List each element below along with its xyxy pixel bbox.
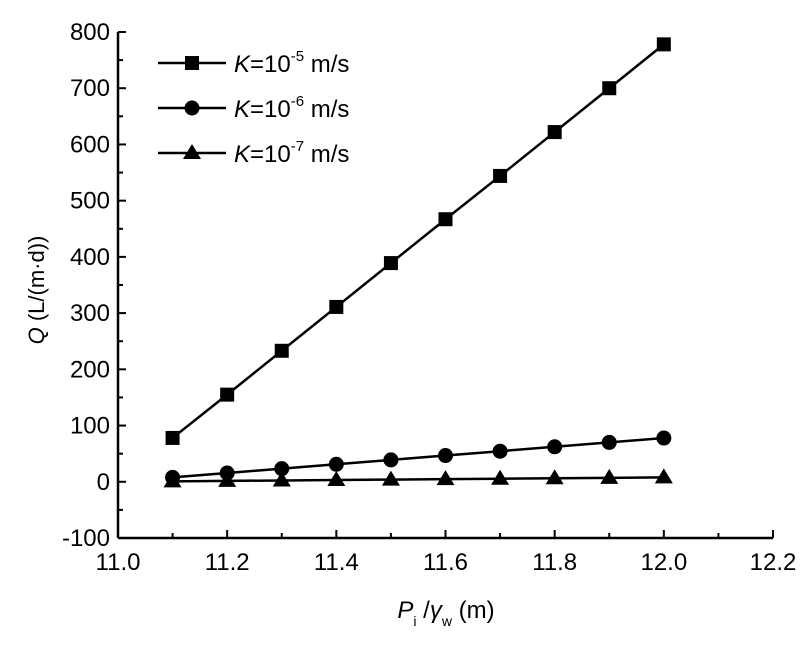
data-point-square: [656, 37, 671, 52]
series-line: [172, 476, 664, 483]
data-point-circle: [492, 443, 508, 459]
y-axis-label: Q (L/(m·d)): [24, 236, 49, 345]
y-tick-label: 200: [70, 356, 110, 383]
legend-item: K=10-6 m/s: [158, 93, 349, 123]
data-point-triangle: [381, 470, 400, 486]
data-point-circle: [601, 434, 617, 450]
legend-label: K=10-7 m/s: [234, 138, 349, 168]
data-point-square: [383, 256, 398, 271]
x-tick-label: 12.0: [640, 549, 687, 576]
data-point-circle: [547, 439, 563, 455]
y-tick-label: -100: [62, 525, 110, 552]
data-point-triangle: [545, 469, 564, 485]
x-axis-label: Pi /γw (m): [397, 597, 494, 629]
x-tick-label: 11.6: [423, 549, 468, 576]
data-point-circle: [438, 448, 453, 464]
data-point-triangle: [654, 468, 673, 484]
data-point-circle: [274, 461, 290, 477]
y-tick-label: 0: [97, 469, 110, 496]
data-point-square: [274, 343, 289, 358]
data-point-triangle: [218, 471, 237, 487]
series-square: [165, 37, 671, 445]
data-point-circle: [656, 430, 672, 446]
data-point-square: [493, 168, 508, 183]
series-triangle: [163, 468, 673, 488]
y-tick-label: 300: [70, 300, 110, 327]
axes: 11.0 11.2 11.4 11.6 11.8 12.0 12.2 -100 0 100 200 3…: [62, 19, 796, 576]
x-tick-label: 12.2: [750, 549, 797, 576]
x-tick-label: 11.0: [96, 549, 141, 576]
data-point-triangle: [163, 472, 182, 488]
series-line: [172, 436, 664, 479]
data-point-circle: [383, 452, 399, 468]
legend-label: K=10-6 m/s: [234, 93, 349, 123]
data-point-square: [329, 299, 344, 314]
data-point-triangle: [491, 469, 510, 485]
legend-item: K=10-7 m/s: [158, 138, 349, 168]
y-tick-label: 400: [70, 244, 110, 271]
data-point-triangle: [272, 471, 291, 487]
y-tick-label: 100: [70, 413, 110, 440]
data-point-triangle: [436, 470, 455, 486]
legend: K=10-5 m/s K=10-6 m/s K=10-7 m/s: [158, 48, 349, 168]
y-tick-label: 700: [70, 75, 110, 102]
data-point-circle: [328, 456, 344, 472]
y-tick-label: 500: [70, 188, 110, 215]
data-point-triangle: [600, 468, 619, 484]
x-tick-label: 11.8: [532, 549, 577, 576]
x-tick-label: 11.2: [205, 549, 250, 576]
legend-marker-square: [185, 56, 199, 70]
data-point-square: [547, 125, 562, 140]
y-tick-label: 800: [70, 19, 110, 46]
legend-item: K=10-5 m/s: [158, 48, 349, 78]
data-point-triangle: [327, 471, 346, 487]
x-tick-label: 11.4: [314, 549, 359, 576]
series-line: [171, 43, 665, 439]
data-point-square: [220, 387, 235, 402]
legend-marker-triangle: [183, 144, 201, 159]
data-point-square: [165, 430, 180, 445]
series-group: [163, 37, 673, 488]
legend-marker-circle: [184, 100, 200, 116]
data-point-square: [438, 212, 453, 227]
series-circle: [165, 430, 672, 485]
y-tick-label: 600: [70, 131, 110, 158]
legend-label: K=10-5 m/s: [234, 48, 349, 78]
data-point-square: [602, 81, 617, 96]
